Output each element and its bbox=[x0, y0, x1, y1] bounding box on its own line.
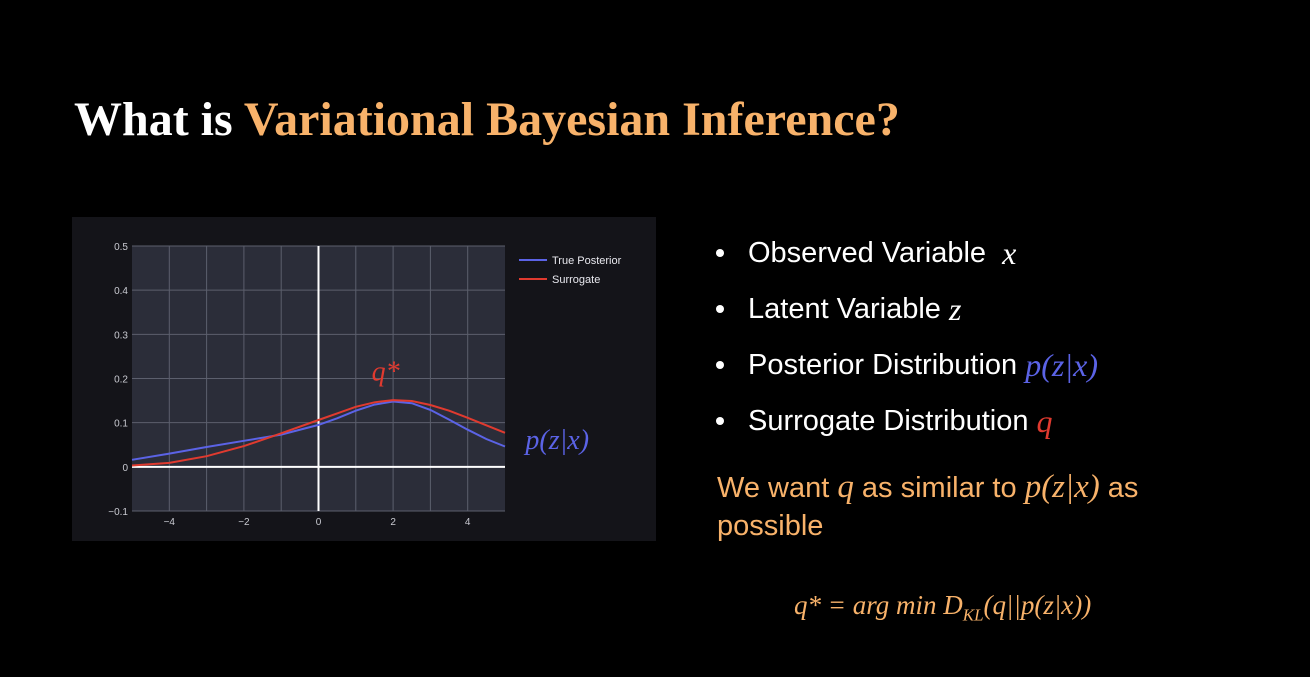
goal-q-symbol: q bbox=[837, 469, 854, 505]
y-tick-label: 0.2 bbox=[114, 375, 128, 386]
bullet-dot-icon bbox=[716, 361, 724, 369]
goal-text-1: We want bbox=[717, 472, 838, 504]
chart-annotation: q* bbox=[372, 357, 400, 388]
y-tick-label: 0.1 bbox=[114, 419, 128, 430]
bullet-symbol: q bbox=[1036, 402, 1053, 439]
goal-pzx-symbol: p(z|x) bbox=[1024, 469, 1100, 505]
x-tick-label: 4 bbox=[465, 517, 471, 528]
bullet-label: Posterior Distribution bbox=[748, 348, 1018, 381]
formula-subscript: KL bbox=[962, 605, 984, 625]
goal-text-3: as possible bbox=[717, 472, 1139, 542]
bullet-symbol: x bbox=[1002, 234, 1017, 271]
bullet-symbol: z bbox=[949, 290, 962, 327]
bullet-dot-icon bbox=[716, 417, 724, 425]
distribution-chart: −0.1 0 0.1 0.2 0.3 0.4 0.5 −4 −2 0 2 4 True Posterio… bbox=[72, 217, 656, 541]
formula-lhs: q* = arg min bbox=[794, 590, 944, 620]
bullet-label: Surrogate Distribution bbox=[748, 404, 1029, 437]
chart-annotation: p(z|x) bbox=[523, 425, 589, 456]
kl-formula: q* = arg min DKL(q||p(z|x)) bbox=[794, 590, 1091, 625]
y-tick-label: 0.4 bbox=[114, 286, 128, 297]
bullet-dot-icon bbox=[716, 249, 724, 257]
bullet-observed-variable: Observed Variable x bbox=[714, 225, 1098, 281]
y-tick-label: 0.5 bbox=[114, 242, 128, 253]
legend-label: Surrogate bbox=[552, 274, 600, 286]
formula-d: D bbox=[943, 590, 963, 620]
bullet-dot-icon bbox=[716, 305, 724, 313]
y-tick-label: −0.1 bbox=[108, 507, 128, 518]
series-line-true-posterior bbox=[131, 400, 506, 461]
formula-args: (q||p(z|x)) bbox=[983, 590, 1092, 620]
series-line-surrogate bbox=[131, 399, 506, 467]
bullet-surrogate-distribution: Surrogate Distribution q bbox=[714, 393, 1098, 449]
x-tick-label: −4 bbox=[164, 517, 176, 528]
title-highlight: Variational Bayesian Inference? bbox=[243, 93, 900, 146]
x-tick-label: 2 bbox=[390, 517, 396, 528]
x-tick-label: 0 bbox=[316, 517, 322, 528]
x-tick-label: −2 bbox=[238, 517, 250, 528]
y-tick-label: 0 bbox=[122, 463, 128, 474]
bullet-posterior-distribution: Posterior Distribution p(z|x) bbox=[714, 337, 1098, 393]
bullet-latent-variable: Latent Variable z bbox=[714, 281, 1098, 337]
bullet-list: Observed Variable x Latent Variable z Po… bbox=[714, 225, 1098, 449]
bullet-symbol: p(z|x) bbox=[1025, 346, 1098, 383]
bullet-label: Latent Variable bbox=[748, 292, 941, 325]
y-tick-label: 0.3 bbox=[114, 330, 128, 341]
slide-title: What is Variational Bayesian Inference? bbox=[74, 92, 900, 147]
title-prefix: What is bbox=[74, 93, 244, 146]
bullet-label: Observed Variable bbox=[748, 236, 987, 269]
goal-statement: We want q as similar to p(z|x) as possib… bbox=[717, 468, 1237, 545]
chart-svg: −0.1 0 0.1 0.2 0.3 0.4 0.5 −4 −2 0 2 4 True Posterio… bbox=[108, 242, 622, 528]
legend-label: True Posterior bbox=[552, 255, 622, 267]
goal-text-2: as similar to bbox=[853, 472, 1025, 504]
